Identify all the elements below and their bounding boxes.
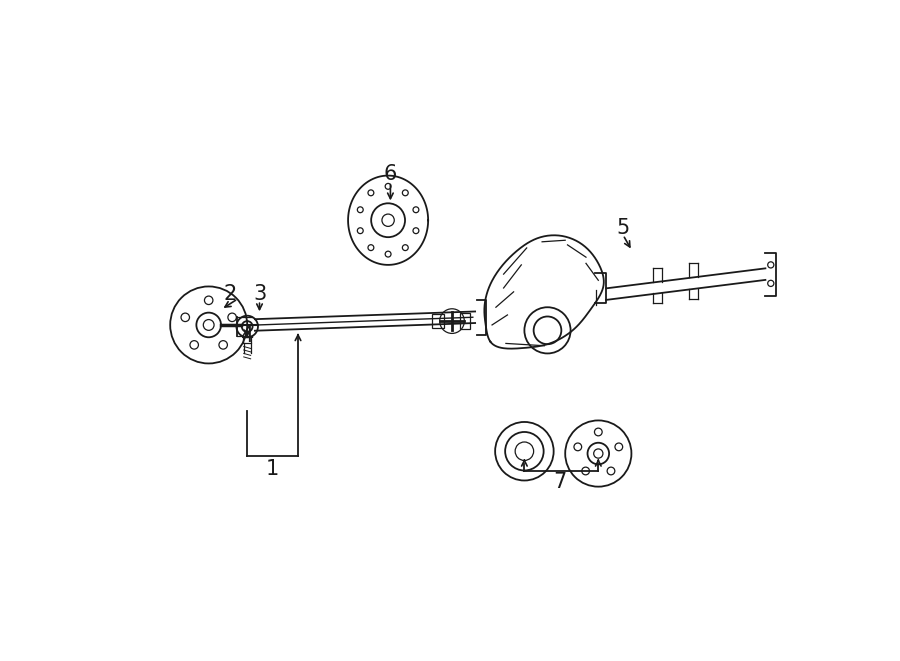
- Text: 4: 4: [240, 326, 254, 346]
- Text: 3: 3: [253, 284, 266, 304]
- Text: 7: 7: [554, 472, 566, 492]
- Text: 1: 1: [266, 459, 279, 479]
- Text: 5: 5: [616, 218, 630, 238]
- Text: 2: 2: [223, 284, 237, 304]
- Text: 6: 6: [383, 164, 397, 184]
